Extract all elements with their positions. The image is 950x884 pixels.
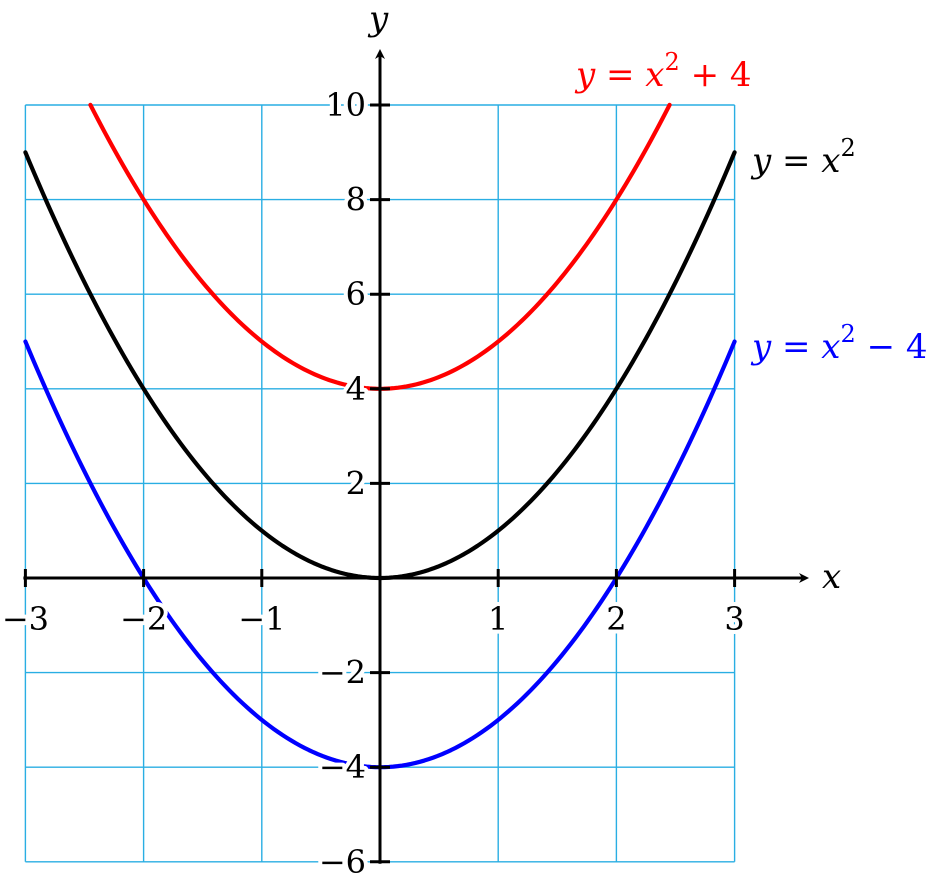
y-tick-label: 6 — [346, 275, 366, 313]
y-tick-label: 2 — [346, 464, 366, 502]
ticks — [23, 103, 737, 864]
y-tick-label: −4 — [319, 748, 366, 786]
y-tick-label: 10 — [325, 86, 366, 124]
labels: x y −3 −2 −1 1 2 3 −6 −4 −2 2 4 6 8 10 y = x2 + 4 y = x2 y… — [0, 0, 928, 884]
y-tick-label: −2 — [319, 654, 366, 692]
x-tick-label: −3 — [2, 600, 49, 638]
x-tick-label: 2 — [606, 600, 626, 638]
y-tick-label: 4 — [346, 370, 366, 408]
x-tick-label: 3 — [724, 600, 744, 638]
y-axis-label: y — [367, 0, 389, 39]
x-tick-label: −2 — [120, 600, 167, 638]
x-tick-label: 1 — [488, 600, 508, 638]
series-label-2: y = x2 − 4 — [750, 320, 928, 367]
x-tick-label: −1 — [238, 600, 285, 638]
series-label-0: y = x2 + 4 — [574, 48, 752, 95]
y-tick-label: −6 — [319, 843, 366, 881]
x-axis-label: x — [822, 557, 841, 597]
axes — [23, 49, 809, 864]
series-label-1: y = x2 — [750, 134, 856, 181]
y-tick-label: 8 — [346, 181, 366, 219]
